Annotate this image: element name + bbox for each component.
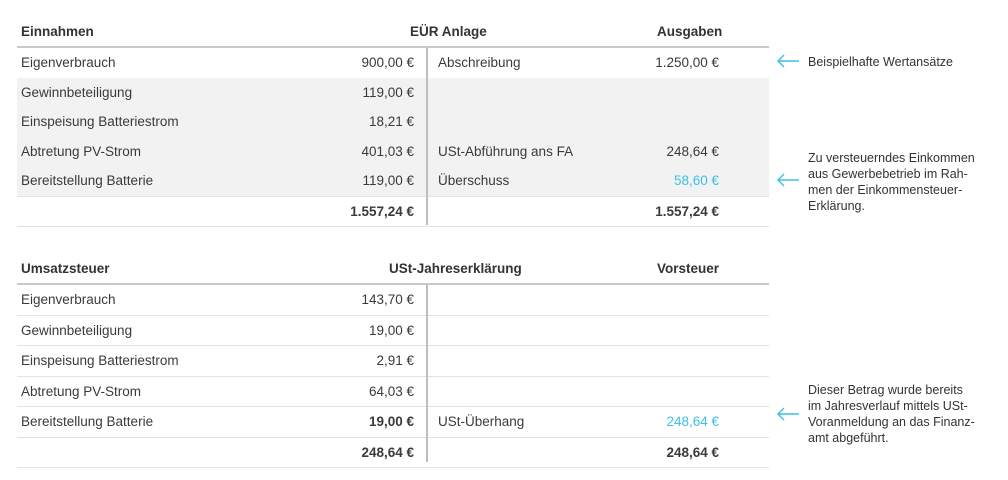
row-right-label: Abschreibung [438,55,521,70]
header-umsatzsteuer: Umsatzsteuer [21,261,110,276]
note-line: Zu versteuerndes Einkommen [808,151,975,165]
header-vorsteuer: Vorsteuer [657,261,720,276]
note-einkommen: Zu versteuerndes Einkommen aus Gewerbebe… [808,150,975,214]
ueberschuss-value: 58,60 € [673,173,719,188]
table-row: Einspeisung Batteriestrom 2,91 € [17,346,769,377]
note-line: im Jahresverlauf mittels USt- [808,399,968,413]
row-label: Einspeisung Batteriestrom [21,114,179,129]
row-label: Bereitstellung Batterie [21,414,154,429]
row-value: 19,00 € [368,414,414,429]
table-row: Eigenverbrauch 143,70 € [17,285,769,316]
note-line: Voranmeldung an das Finanz- [808,415,975,429]
table-row: Gewinnbeteiligung 119,00 € [17,77,769,107]
note-line: amt abgeführt. [808,431,889,445]
arrow-left-icon [777,173,799,187]
row-label: Gewinnbeteiligung [21,322,133,338]
row-label: Abtretung PV-Strom [21,383,142,399]
table-row: Abtretung PV-Strom 401,03 € USt-Abführun… [17,136,769,166]
row-label: Eigenverbrauch [21,55,116,70]
total-right: 248,64 € [666,444,719,460]
row-value: 119,00 € [362,84,414,100]
table-row: Gewinnbeteiligung 19,00 € [17,316,769,346]
row-value: 18,21 € [368,114,414,129]
total-right: 1.557,24 € [655,203,719,219]
row-value: 900,00 € [361,55,414,70]
header-ust-jahreserklaerung: USt-Jahreserklärung [389,261,522,276]
table-row: Eigenverbrauch 900,00 € Abschreibung 1.2… [17,48,769,78]
note-beispielhafte-wertansaetze: Beispielhafte Wertansätze [808,55,953,69]
arrow-left-icon [777,54,799,68]
ust-ueberhang-value: 248,64 € [666,414,719,429]
column-divider [426,285,428,462]
row-label: Abtretung PV-Strom [21,143,142,159]
row-label: Bereitstellung Batterie [21,173,154,188]
header-einnahmen: Einnahmen [21,24,94,39]
total-row: 1.557,24 € 1.557,24 € [17,197,769,227]
header-eur-anlage: EÜR Anlage [410,24,487,39]
row-label: Eigenverbrauch [21,292,116,307]
note-line: men der Einkommensteuer- [808,183,963,197]
row-label: Gewinnbeteiligung [21,84,133,100]
eur-header: Einnahmen EÜR Anlage Ausgaben [17,18,769,48]
total-left: 1.557,24 € [350,203,414,219]
header-ausgaben: Ausgaben [657,24,723,39]
note-line: Dieser Betrag wurde bereits [808,383,963,397]
arrow-left-icon [777,407,799,421]
table-row: Bereitstellung Batterie 19,00 € USt-Über… [17,407,769,438]
table-row: Bereitstellung Batterie 119,00 € Übersch… [17,166,769,197]
ust-header: Umsatzsteuer USt-Jahreserklärung Vorsteu… [17,255,769,285]
row-label: Einspeisung Batteriestrom [21,353,179,368]
row-value: 2,91 € [376,353,414,368]
row-right-label: Überschuss [438,173,510,188]
eur-table: Einnahmen EÜR Anlage Ausgaben Eigenverbr… [17,18,769,227]
row-right-label: USt-Überhang [438,414,525,429]
row-right-value: 248,64 € [666,143,719,159]
row-value: 64,03 € [368,383,414,399]
row-value: 119,00 € [362,173,414,188]
table-row: Abtretung PV-Strom 64,03 € [17,377,769,407]
note-line: Erklärung. [808,199,865,213]
row-value: 19,00 € [368,322,414,338]
row-right-label: USt-Abführung ans FA [438,143,574,159]
note-line: aus Gewerbebetrieb im Rah- [808,167,968,181]
row-right-value: 1.250,00 € [655,55,719,70]
table-row: Einspeisung Batteriestrom 18,21 € [17,107,769,137]
row-value: 143,70 € [361,292,414,307]
note-voranmeldung: Dieser Betrag wurde bereits im Jahresver… [808,382,975,446]
total-row: 248,64 € 248,64 € [17,438,769,468]
ust-table: Umsatzsteuer USt-Jahreserklärung Vorsteu… [17,255,769,468]
total-left: 248,64 € [361,444,414,460]
column-divider [426,48,428,225]
row-value: 401,03 € [361,143,414,159]
